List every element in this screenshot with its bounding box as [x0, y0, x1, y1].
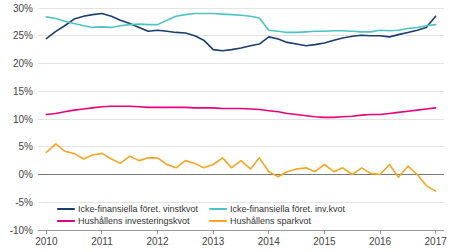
x-tick	[324, 230, 325, 234]
legend-item: Hushållens investeringskvot	[58, 216, 190, 226]
x-tick-label: 2013	[202, 236, 225, 247]
legend-label: Icke-finansiella föret. vinstkvot	[78, 204, 199, 214]
legend-label: Icke-finansiella föret. inv.kvot	[230, 204, 345, 214]
lines	[46, 14, 435, 192]
x-tick-label: 2010	[35, 236, 58, 247]
y-tick-label: 20%	[13, 58, 33, 69]
x-tick	[380, 230, 381, 234]
y-tick-label: 5%	[19, 141, 34, 152]
y-axis: -10% -5% 0% 5% 10% 15% 20% 25% 30%	[10, 3, 33, 236]
x-tick	[435, 230, 436, 234]
x-tick	[46, 230, 47, 234]
legend-item: Icke-finansiella föret. inv.kvot	[210, 204, 345, 214]
x-tick	[101, 230, 102, 234]
grid-line	[38, 230, 444, 231]
grid-line	[38, 119, 444, 120]
legend-swatch	[210, 220, 226, 222]
x-tick	[157, 230, 158, 234]
legend-swatch	[210, 208, 226, 210]
legend-item: Hushållens sparkvot	[210, 216, 312, 226]
x-tick	[213, 230, 214, 234]
x-tick-label: 2016	[369, 236, 392, 247]
x-tick-label: 2011	[91, 236, 113, 247]
y-tick-label: -5%	[15, 197, 33, 208]
legend-label: Hushållens investeringskvot	[78, 216, 190, 226]
y-grid	[38, 8, 444, 230]
x-axis-line	[38, 230, 444, 231]
y-tick-label: -10%	[10, 225, 33, 236]
x-tick	[268, 230, 269, 234]
x-tick-label: 2015	[313, 236, 336, 247]
chart: -10%-5%0%5%10%15%20%25%30%20102011201220…	[0, 0, 454, 252]
y-tick-label: 15%	[13, 86, 33, 97]
y-tick-label: 10%	[13, 114, 33, 125]
series-line	[46, 106, 435, 117]
legend-label: Hushållens sparkvot	[230, 216, 312, 226]
grid-line	[38, 8, 444, 9]
zero-line	[38, 174, 444, 175]
x-tick-label: 2017	[425, 236, 448, 247]
legend-item: Icke-finansiella föret. vinstkvot	[58, 204, 199, 214]
x-axis: 2010 2011 2012 2013 2014 2015 2016 2017	[35, 230, 447, 247]
series-line	[46, 14, 435, 51]
series-line	[46, 144, 435, 191]
grid-line	[38, 91, 444, 92]
series-line	[46, 14, 435, 33]
legend-swatch	[58, 220, 74, 222]
y-tick-label: 0%	[19, 169, 34, 180]
x-tick-label: 2014	[258, 236, 281, 247]
y-tick-label: 25%	[13, 30, 33, 41]
y-tick-label: 30%	[13, 3, 33, 14]
legend: Icke-finansiella föret. vinstkvot Icke-fi…	[58, 204, 345, 226]
background	[0, 0, 454, 252]
grid-line	[38, 63, 444, 64]
x-tick-label: 2012	[146, 236, 169, 247]
grid-line	[38, 202, 444, 203]
legend-swatch	[58, 208, 74, 210]
grid-line	[38, 146, 444, 147]
